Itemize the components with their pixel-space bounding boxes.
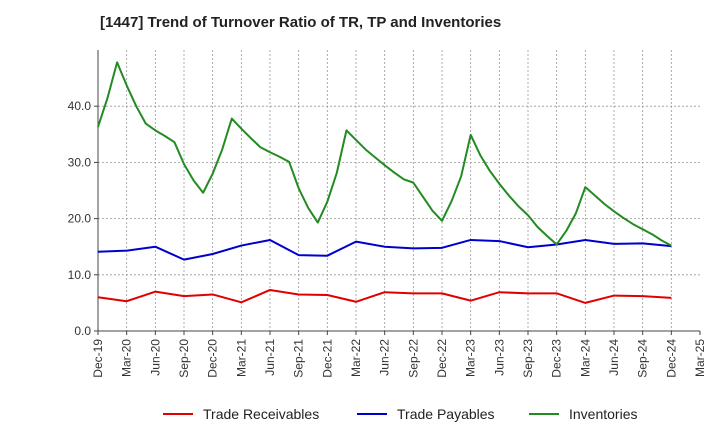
x-tick-label: Mar-23 [464,339,478,377]
series-lines [97,61,672,304]
x-tick-label: Jun-20 [148,339,162,376]
chart-title: [1447] Trend of Turnover Ratio of TR, TP… [100,14,502,31]
x-tick-label: Mar-22 [349,339,363,377]
x-tick-label: Sep-24 [636,339,650,378]
y-tick-label: 0.0 [74,324,91,338]
y-tick-label: 10.0 [68,268,92,282]
x-tick-label: Mar-24 [578,339,592,377]
x-tick-label: Jun-21 [263,339,277,376]
grid-lines [98,50,700,331]
series-line-trade-receivables [97,288,672,304]
series-line-inventories [97,61,672,247]
x-axis: Dec-19 Mar-20 Jun-20 Sep-20 Dec-20 Mar-21 Jun-… [91,331,707,378]
x-tick-label: Sep-22 [406,339,420,378]
legend-label-inventories: Inventories [569,406,637,422]
legend-label-trade-receivables: Trade Receivables [203,406,319,422]
legend: Trade Receivables Trade Payables Inventori… [163,406,637,422]
legend-label-trade-payables: Trade Payables [397,406,495,422]
x-tick-label: Jun-24 [607,339,621,376]
x-tick-label: Dec-22 [435,339,449,378]
x-tick-label: Sep-21 [292,339,306,378]
x-tick-label: Mar-25 [693,339,707,377]
x-tick-label: Dec-24 [664,339,678,378]
x-tick-label: Sep-20 [177,339,191,378]
x-tick-label: Jun-23 [492,339,506,376]
x-tick-label: Jun-22 [378,339,392,376]
x-tick-label: Sep-23 [521,339,535,378]
x-tick-label: Dec-19 [91,339,105,378]
y-axis: 0.0 10.0 20.0 30.0 40.0 [68,99,98,338]
y-tick-label: 40.0 [68,99,92,113]
x-tick-label: Dec-23 [550,339,564,378]
y-tick-label: 30.0 [68,155,92,169]
series-line-trade-payables [97,238,672,261]
y-tick-label: 20.0 [68,212,92,226]
x-tick-label: Dec-21 [320,339,334,378]
x-tick-label: Dec-20 [206,339,220,378]
x-tick-label: Mar-21 [234,339,248,377]
x-tick-label: Mar-20 [120,339,134,377]
plot-frame [97,50,700,332]
